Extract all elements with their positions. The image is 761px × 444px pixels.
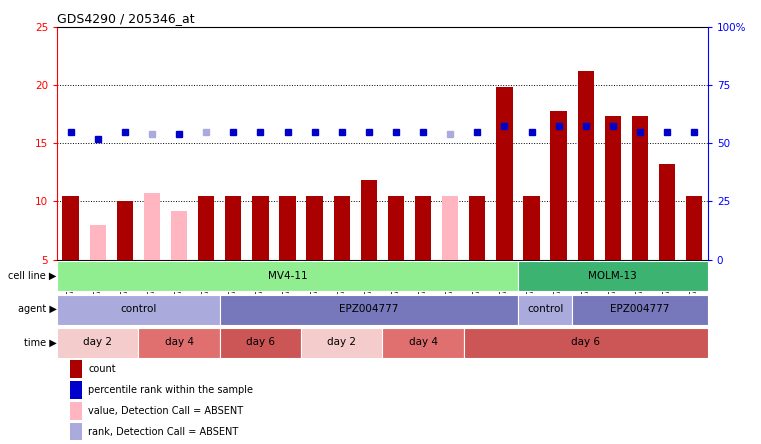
Text: cell line ▶: cell line ▶: [8, 271, 56, 281]
Text: day 4: day 4: [164, 337, 193, 347]
Bar: [62, 196, 78, 260]
Bar: [70, 361, 81, 378]
Bar: [70, 402, 81, 420]
Bar: [70, 381, 81, 399]
Bar: [469, 196, 486, 260]
Bar: [301, 328, 382, 358]
Bar: [550, 111, 567, 260]
Bar: [90, 225, 106, 260]
Text: GDS4290 / 205346_at: GDS4290 / 205346_at: [57, 12, 195, 25]
Bar: [139, 328, 220, 358]
Bar: [198, 196, 215, 260]
Bar: [252, 196, 269, 260]
Bar: [463, 328, 708, 358]
Text: MV4-11: MV4-11: [268, 271, 307, 281]
Text: control: control: [527, 304, 563, 314]
Bar: [382, 328, 463, 358]
Bar: [279, 196, 295, 260]
Bar: [518, 295, 572, 325]
Bar: [415, 196, 431, 260]
Text: EPZ004777: EPZ004777: [339, 304, 399, 314]
Text: EPZ004777: EPZ004777: [610, 304, 670, 314]
Bar: [116, 202, 133, 260]
Text: time ▶: time ▶: [24, 337, 56, 347]
Text: day 6: day 6: [246, 337, 275, 347]
Text: day 2: day 2: [83, 337, 112, 347]
Bar: [442, 196, 458, 260]
Bar: [632, 116, 648, 260]
Bar: [496, 87, 512, 260]
Bar: [333, 196, 350, 260]
Bar: [57, 295, 220, 325]
Bar: [144, 193, 160, 260]
Text: MOLM-13: MOLM-13: [588, 271, 637, 281]
Bar: [57, 262, 518, 291]
Text: control: control: [120, 304, 157, 314]
Bar: [70, 423, 81, 440]
Bar: [578, 71, 594, 260]
Bar: [686, 196, 702, 260]
Text: rank, Detection Call = ABSENT: rank, Detection Call = ABSENT: [88, 427, 238, 436]
Bar: [220, 295, 518, 325]
Bar: [518, 262, 708, 291]
Bar: [57, 328, 139, 358]
Text: day 2: day 2: [327, 337, 356, 347]
Text: count: count: [88, 364, 116, 374]
Bar: [361, 181, 377, 260]
Bar: [220, 328, 301, 358]
Text: day 4: day 4: [409, 337, 438, 347]
Text: value, Detection Call = ABSENT: value, Detection Call = ABSENT: [88, 406, 244, 416]
Text: percentile rank within the sample: percentile rank within the sample: [88, 385, 253, 395]
Bar: [659, 164, 675, 260]
Bar: [225, 196, 241, 260]
Text: day 6: day 6: [572, 337, 600, 347]
Bar: [388, 196, 404, 260]
Bar: [572, 295, 708, 325]
Bar: [524, 196, 540, 260]
Bar: [171, 211, 187, 260]
Text: agent ▶: agent ▶: [18, 304, 56, 314]
Bar: [307, 196, 323, 260]
Bar: [605, 116, 621, 260]
